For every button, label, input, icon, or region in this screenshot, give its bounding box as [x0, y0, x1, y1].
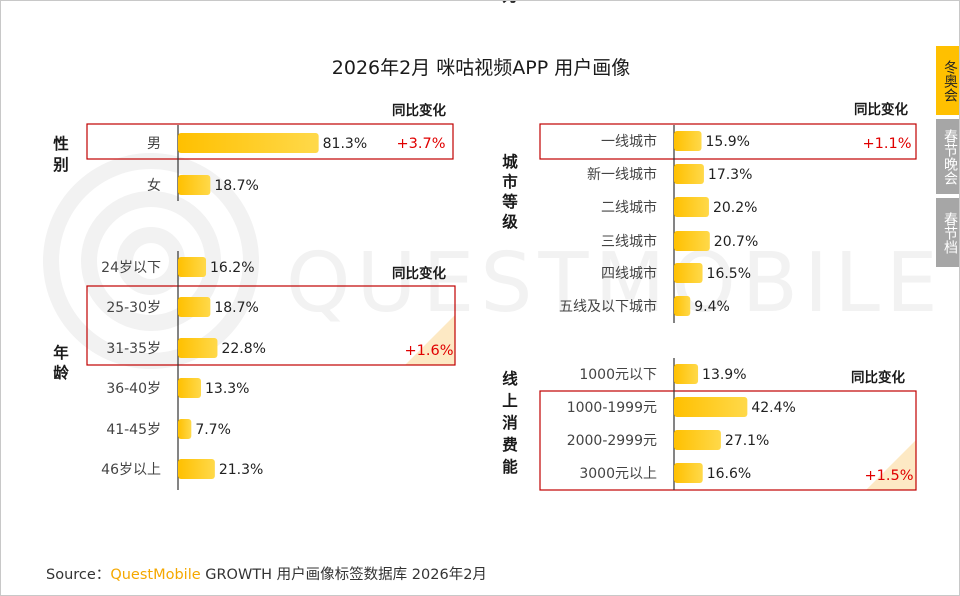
category-label: 36-40岁 [106, 381, 161, 397]
bar-value-label: 20.2% [713, 200, 757, 216]
source-prefix: Source： [46, 567, 111, 583]
change-header: 同比变化 [392, 265, 446, 282]
source-note: Source：QuestMobile GROWTH 用户画像标签数据库 2026… [46, 563, 487, 584]
source-text: GROWTH 用户画像标签数据库 2026年2月 [205, 567, 487, 583]
change-header: 同比变化 [851, 369, 905, 386]
group-label-char: 线 [502, 369, 518, 388]
change-header: 同比变化 [854, 101, 908, 118]
bar-value-label: 22.8% [221, 341, 265, 357]
category-label: 三线城市 [601, 233, 657, 250]
category-label: 3000元以上 [579, 466, 657, 482]
highlight-corner-triangle [405, 315, 455, 365]
group-label-char: 上 [502, 392, 518, 410]
tab-spring-festival-gala[interactable]: 春节晚会 [936, 119, 959, 194]
bar [178, 175, 211, 195]
category-label: 一线城市 [601, 133, 657, 150]
bar-value-label: 16.6% [707, 466, 751, 482]
bar-value-label: 9.4% [694, 299, 730, 315]
category-label: 二线城市 [601, 199, 657, 216]
bar-value-label: 27.1% [725, 433, 769, 449]
bar-value-label: 81.3% [323, 136, 367, 152]
group-label-char: 级 [502, 212, 518, 231]
bar-value-label: 13.9% [702, 367, 746, 383]
bar [674, 296, 691, 316]
bar-value-label: 18.7% [214, 300, 258, 316]
bar [674, 263, 703, 283]
highlight-box [86, 285, 456, 366]
bar [178, 338, 218, 358]
tab-spring-festival-movies[interactable]: 春节档 [936, 198, 959, 267]
bar-value-label: 7.7% [195, 422, 231, 438]
group-label-char: 力 [502, 1, 518, 5]
bar [178, 297, 211, 317]
bar-value-label: 21.3% [219, 462, 263, 478]
bar [178, 378, 202, 398]
page-title: 2026年2月 咪咕视频APP 用户画像 [331, 57, 631, 79]
change-value: +1.5% [865, 468, 914, 484]
bar [674, 131, 702, 151]
bar [674, 463, 703, 483]
group-label-char: 别 [52, 156, 69, 174]
change-value: +3.7% [397, 136, 446, 152]
category-label: 新一线城市 [587, 166, 657, 183]
group-label-char: 龄 [53, 363, 69, 382]
change-value: +1.6% [405, 343, 454, 359]
highlight-box [86, 123, 454, 160]
bar [674, 364, 699, 384]
bar-value-label: 18.7% [214, 178, 258, 194]
bar-value-label: 20.7% [714, 234, 758, 250]
category-label: 41-45岁 [106, 422, 161, 438]
category-label: 四线城市 [601, 265, 657, 282]
bar-value-label: 16.5% [707, 266, 751, 282]
category-label: 31-35岁 [106, 341, 161, 357]
category-label: 24岁以下 [101, 260, 161, 276]
bar-value-label: 16.2% [210, 260, 254, 276]
bar [178, 257, 207, 277]
bar-value-label: 15.9% [706, 134, 750, 150]
group-label-char: 性 [53, 134, 69, 153]
category-label: 女 [147, 177, 161, 194]
watermark-text: QUESTMOBILE [286, 236, 944, 331]
bar-value-label: 17.3% [708, 167, 752, 183]
highlight-corner-triangle [866, 440, 916, 490]
group-label-char: 费 [502, 435, 518, 454]
change-value: +1.1% [863, 136, 912, 152]
group-label-char: 消 [502, 413, 518, 432]
change-header: 同比变化 [392, 102, 446, 119]
bar [178, 419, 192, 439]
highlight-box [539, 390, 917, 491]
group-label-char: 市 [502, 172, 518, 191]
group-label-char: 能 [502, 457, 518, 476]
bar [674, 231, 710, 251]
bar-value-label: 42.4% [751, 400, 795, 416]
bar-value-label: 13.3% [205, 381, 249, 397]
category-label: 五线及以下城市 [559, 298, 657, 315]
group-label-char: 年 [53, 343, 69, 362]
highlight-box [539, 123, 917, 160]
source-brand: QuestMobile [110, 567, 201, 583]
category-label: 1000-1999元 [567, 400, 657, 416]
bar [178, 459, 215, 479]
tab-winter-olympics[interactable]: 冬奥会 [936, 46, 959, 115]
bar [674, 164, 704, 184]
bar [674, 197, 709, 217]
category-label: 2000-2999元 [567, 433, 657, 449]
category-label: 男 [147, 136, 161, 152]
group-label-char: 等 [501, 192, 518, 211]
bar [178, 133, 319, 153]
category-label: 1000元以下 [579, 367, 657, 383]
bar [674, 397, 748, 417]
group-label-char: 城 [502, 153, 518, 171]
category-label: 25-30岁 [106, 300, 161, 316]
bar [674, 430, 721, 450]
category-label: 46岁以上 [101, 462, 161, 478]
